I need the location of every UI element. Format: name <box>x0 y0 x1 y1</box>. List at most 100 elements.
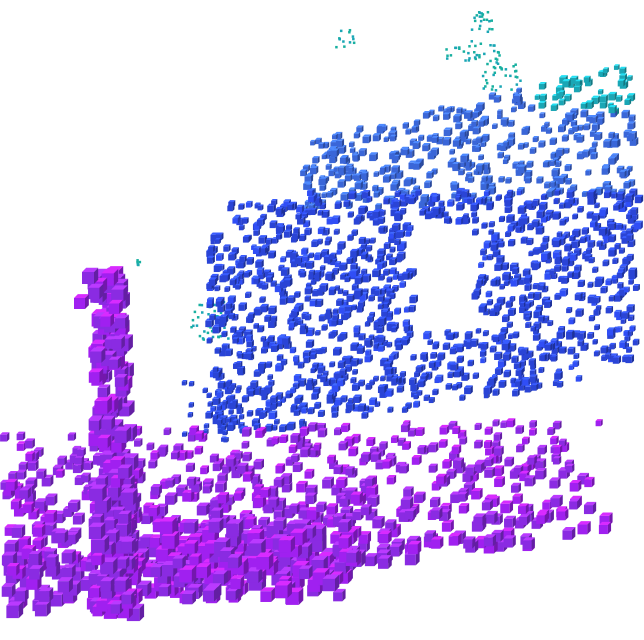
wall-voxel <box>305 339 315 348</box>
upper-wall-voxel <box>516 87 522 94</box>
wall-voxel <box>478 261 485 268</box>
wall-voxel <box>357 300 366 308</box>
wall-voxel <box>225 348 233 357</box>
wall-voxel <box>236 330 244 338</box>
wall-voxel <box>203 428 209 435</box>
wall-voxel <box>317 226 326 235</box>
stray-point <box>473 16 476 20</box>
ground-voxel <box>403 486 414 497</box>
stray-point <box>468 57 471 60</box>
wall-voxel <box>309 207 317 216</box>
wall-voxel <box>265 237 273 245</box>
ground-voxel <box>439 424 450 435</box>
wall-voxel <box>268 250 277 259</box>
wall-voxel <box>514 379 522 387</box>
pillar-voxel <box>118 510 132 524</box>
stray-point <box>512 65 515 68</box>
upper-wall-voxel <box>358 148 367 157</box>
wall-voxel <box>333 228 340 235</box>
ground-voxel <box>506 418 516 428</box>
ground-voxel <box>565 463 575 473</box>
upper-wall-voxel <box>379 166 387 173</box>
ground-voxel <box>29 565 44 580</box>
pillar-voxel <box>111 335 125 349</box>
upper-wall-voxel <box>608 156 617 165</box>
upper-wall-voxel <box>390 182 399 191</box>
wall-voxel <box>210 405 217 412</box>
wall-voxel <box>253 229 260 236</box>
ground-voxel <box>364 553 378 567</box>
stray-point <box>213 303 216 307</box>
wall-voxel <box>480 342 489 350</box>
wall-voxel <box>215 299 223 307</box>
wall-voxel <box>292 382 300 390</box>
ground-voxel <box>74 455 85 465</box>
wall-voxel <box>377 316 387 326</box>
wall-voxel <box>632 283 640 291</box>
wall-voxel <box>242 217 249 224</box>
wall-voxel <box>238 203 245 210</box>
wall-voxel <box>475 197 484 205</box>
upper-wall-voxel <box>372 133 381 142</box>
stray-point <box>483 52 486 56</box>
upper-wall-voxel <box>570 184 578 192</box>
upper-wall-voxel <box>555 160 562 167</box>
wall-voxel <box>575 375 583 382</box>
wall-voxel <box>628 279 634 285</box>
stray-point <box>475 53 479 57</box>
wall-voxel <box>205 410 213 419</box>
ground-voxel <box>67 432 77 441</box>
upper-wall-voxel <box>532 136 539 143</box>
wall-voxel <box>228 252 237 261</box>
wall-voxel <box>220 424 227 431</box>
ground-voxel <box>182 590 197 605</box>
wall-voxel <box>457 345 464 353</box>
ground-voxel <box>484 426 493 435</box>
upper-wall-voxel <box>438 105 445 112</box>
stray-point <box>474 57 477 61</box>
ground-voxel <box>334 427 343 436</box>
wall-voxel <box>312 386 321 395</box>
wall-voxel <box>625 193 634 203</box>
upper-wall-voxel <box>340 192 350 201</box>
stray-point <box>478 27 481 31</box>
wall-voxel <box>260 246 267 254</box>
wall-voxel <box>540 193 547 200</box>
stray-point <box>201 337 205 340</box>
upper-wall-voxel <box>467 176 475 183</box>
wall-voxel <box>275 392 284 400</box>
wall-voxel <box>530 383 539 391</box>
wall-voxel <box>324 239 331 246</box>
upper-wall-voxel <box>478 119 486 127</box>
stray-point <box>490 19 493 22</box>
wall-voxel <box>307 407 315 415</box>
ground-voxel <box>200 465 209 475</box>
upper-wall-voxel <box>526 160 534 168</box>
wall-voxel <box>386 276 393 283</box>
wall-voxel <box>472 372 480 379</box>
wall-voxel <box>246 257 255 265</box>
pillar-voxel <box>90 347 106 363</box>
wall-voxel <box>507 239 516 247</box>
wall-voxel <box>387 311 394 318</box>
pillar-voxel <box>114 314 129 329</box>
pillar-voxel <box>91 552 105 566</box>
upper-wall-voxel <box>349 147 356 153</box>
ground-plane <box>0 418 613 619</box>
wall-voxel <box>512 388 520 397</box>
upper-wall-voxel <box>585 100 594 109</box>
ground-voxel <box>471 487 483 500</box>
stray-point <box>489 59 492 63</box>
stray-point <box>478 11 482 15</box>
wall-voxel <box>388 354 396 361</box>
ground-voxel <box>474 462 484 472</box>
ground-voxel <box>386 474 397 485</box>
ground-voxel <box>483 534 496 547</box>
upper-wall-voxel <box>538 81 547 90</box>
upper-wall-voxel <box>545 127 553 134</box>
wall-voxel <box>509 295 516 302</box>
wall-voxel <box>358 205 367 215</box>
upper-wall-voxel <box>354 180 363 190</box>
ground-voxel <box>481 499 493 511</box>
